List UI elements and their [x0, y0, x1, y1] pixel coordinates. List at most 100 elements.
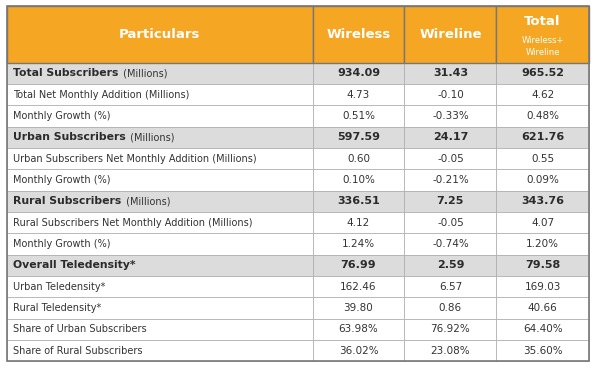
Bar: [7, 233, 312, 255]
Bar: [496, 191, 589, 212]
Text: 934.09: 934.09: [337, 68, 380, 79]
Bar: [7, 319, 312, 340]
Bar: [496, 319, 589, 340]
Text: 23.08%: 23.08%: [430, 346, 470, 356]
Text: 1.20%: 1.20%: [526, 239, 559, 249]
Text: 0.51%: 0.51%: [342, 111, 375, 121]
Bar: [312, 340, 405, 361]
Bar: [7, 276, 312, 298]
Bar: [312, 212, 405, 233]
Text: 7.25: 7.25: [437, 196, 464, 207]
Bar: [405, 127, 496, 148]
Bar: [312, 319, 405, 340]
Bar: [405, 319, 496, 340]
Text: Rural Subscribers Net Monthly Addition (Millions): Rural Subscribers Net Monthly Addition (…: [13, 218, 253, 228]
Bar: [405, 63, 496, 84]
Text: Monthly Growth (%): Monthly Growth (%): [13, 175, 111, 185]
Text: 1.24%: 1.24%: [342, 239, 375, 249]
Bar: [7, 105, 312, 127]
Text: 40.66: 40.66: [527, 303, 557, 313]
Bar: [312, 84, 405, 105]
Text: 36.02%: 36.02%: [339, 346, 378, 356]
Bar: [312, 233, 405, 255]
Bar: [405, 6, 496, 63]
Text: 2.59: 2.59: [437, 261, 464, 270]
Bar: [7, 6, 312, 63]
Bar: [312, 6, 405, 63]
Text: Particulars: Particulars: [119, 28, 200, 41]
Text: -0.33%: -0.33%: [432, 111, 469, 121]
Text: 965.52: 965.52: [521, 68, 564, 79]
Bar: [405, 255, 496, 276]
Bar: [7, 191, 312, 212]
Text: -0.05: -0.05: [437, 154, 464, 164]
Text: 343.76: 343.76: [521, 196, 564, 207]
Text: Share of Urban Subscribers: Share of Urban Subscribers: [13, 324, 147, 334]
Text: 79.58: 79.58: [525, 261, 560, 270]
Text: 4.62: 4.62: [531, 90, 554, 100]
Bar: [7, 170, 312, 191]
Text: 0.09%: 0.09%: [526, 175, 559, 185]
Bar: [496, 340, 589, 361]
Text: Overall Teledensity*: Overall Teledensity*: [13, 261, 136, 270]
Bar: [496, 105, 589, 127]
Text: 0.55: 0.55: [531, 154, 554, 164]
Bar: [312, 105, 405, 127]
Bar: [405, 340, 496, 361]
Text: Share of Rural Subscribers: Share of Rural Subscribers: [13, 346, 142, 356]
Bar: [7, 340, 312, 361]
Text: Total Net Monthly Addition (Millions): Total Net Monthly Addition (Millions): [13, 90, 190, 100]
Text: Wireless+: Wireless+: [522, 36, 564, 46]
Text: 35.60%: 35.60%: [523, 346, 563, 356]
Text: 162.46: 162.46: [340, 282, 377, 292]
Bar: [312, 276, 405, 298]
Bar: [7, 127, 312, 148]
Text: 0.86: 0.86: [439, 303, 462, 313]
Text: 621.76: 621.76: [521, 132, 564, 142]
Bar: [496, 298, 589, 319]
Text: 597.59: 597.59: [337, 132, 380, 142]
Bar: [496, 255, 589, 276]
Bar: [496, 127, 589, 148]
Text: (Millions): (Millions): [120, 68, 167, 79]
Text: 24.17: 24.17: [433, 132, 468, 142]
Bar: [405, 170, 496, 191]
Bar: [496, 212, 589, 233]
Text: -0.10: -0.10: [437, 90, 464, 100]
Bar: [496, 233, 589, 255]
Bar: [496, 148, 589, 170]
Text: Total Subscribers: Total Subscribers: [13, 68, 119, 79]
Bar: [496, 6, 589, 63]
Text: 4.73: 4.73: [347, 90, 370, 100]
Bar: [312, 63, 405, 84]
Text: Wireline: Wireline: [525, 48, 560, 57]
Text: Urban Subscribers Net Monthly Addition (Millions): Urban Subscribers Net Monthly Addition (…: [13, 154, 257, 164]
Bar: [496, 63, 589, 84]
Text: 0.10%: 0.10%: [342, 175, 375, 185]
Bar: [405, 298, 496, 319]
Text: 0.48%: 0.48%: [526, 111, 559, 121]
Bar: [312, 148, 405, 170]
Text: -0.74%: -0.74%: [432, 239, 469, 249]
Text: (Millions): (Millions): [127, 132, 175, 142]
Text: 0.60: 0.60: [347, 154, 370, 164]
Bar: [7, 255, 312, 276]
Text: 76.99: 76.99: [341, 261, 376, 270]
Text: Total: Total: [524, 15, 561, 28]
Text: Monthly Growth (%): Monthly Growth (%): [13, 111, 111, 121]
Bar: [312, 191, 405, 212]
Text: 64.40%: 64.40%: [523, 324, 563, 334]
Bar: [496, 276, 589, 298]
Bar: [405, 276, 496, 298]
Text: Rural Teledensity*: Rural Teledensity*: [13, 303, 101, 313]
Text: -0.05: -0.05: [437, 218, 464, 228]
Bar: [7, 148, 312, 170]
Bar: [7, 63, 312, 84]
Bar: [405, 233, 496, 255]
Bar: [405, 84, 496, 105]
Bar: [312, 127, 405, 148]
Text: Monthly Growth (%): Monthly Growth (%): [13, 239, 111, 249]
Text: -0.21%: -0.21%: [432, 175, 469, 185]
Bar: [496, 170, 589, 191]
Text: Wireline: Wireline: [419, 28, 482, 41]
